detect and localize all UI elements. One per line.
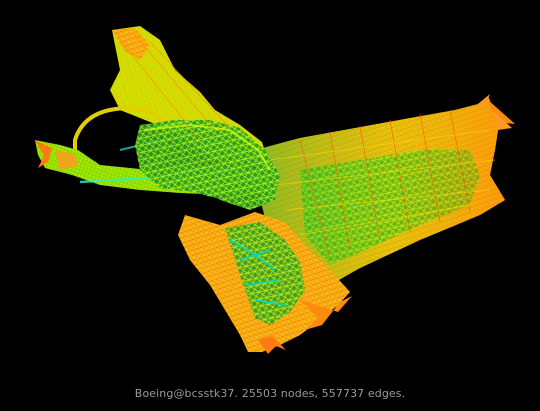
- mesh-lower-fin: [178, 212, 352, 354]
- mesh-central-body: [135, 120, 280, 224]
- mesh-right-wing: [255, 94, 515, 285]
- mesh-edge-accents: [119, 34, 496, 261]
- graph-caption: Boeing@bcsstk37. 25503 nodes, 557737 edg…: [134, 387, 406, 400]
- graph-mesh-render: [35, 26, 515, 354]
